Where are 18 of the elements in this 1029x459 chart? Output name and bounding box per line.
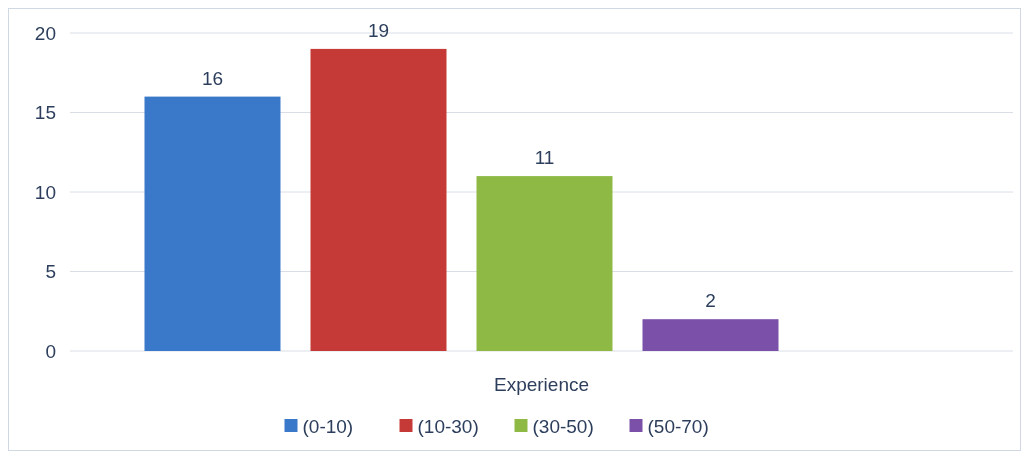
y-tick-label: 15 (34, 102, 56, 124)
y-tick-label: 0 (45, 340, 56, 362)
y-tick-label: 5 (45, 261, 56, 283)
data-label: 16 (201, 67, 224, 89)
data-label: 2 (705, 290, 716, 312)
bar (642, 319, 779, 351)
legend-label: (10-30) (417, 415, 479, 437)
legend-label: (0-10) (302, 415, 354, 437)
legend-label: (50-70) (647, 415, 709, 437)
bar (144, 96, 281, 351)
legend-label: (30-50) (532, 415, 594, 437)
bar (476, 176, 613, 351)
y-tick-label: 10 (34, 181, 56, 203)
x-tick-label: Experience (493, 374, 590, 395)
data-label: 19 (367, 19, 390, 41)
data-label: 11 (534, 147, 555, 169)
bar (310, 48, 447, 351)
y-tick-label: 20 (34, 22, 56, 44)
